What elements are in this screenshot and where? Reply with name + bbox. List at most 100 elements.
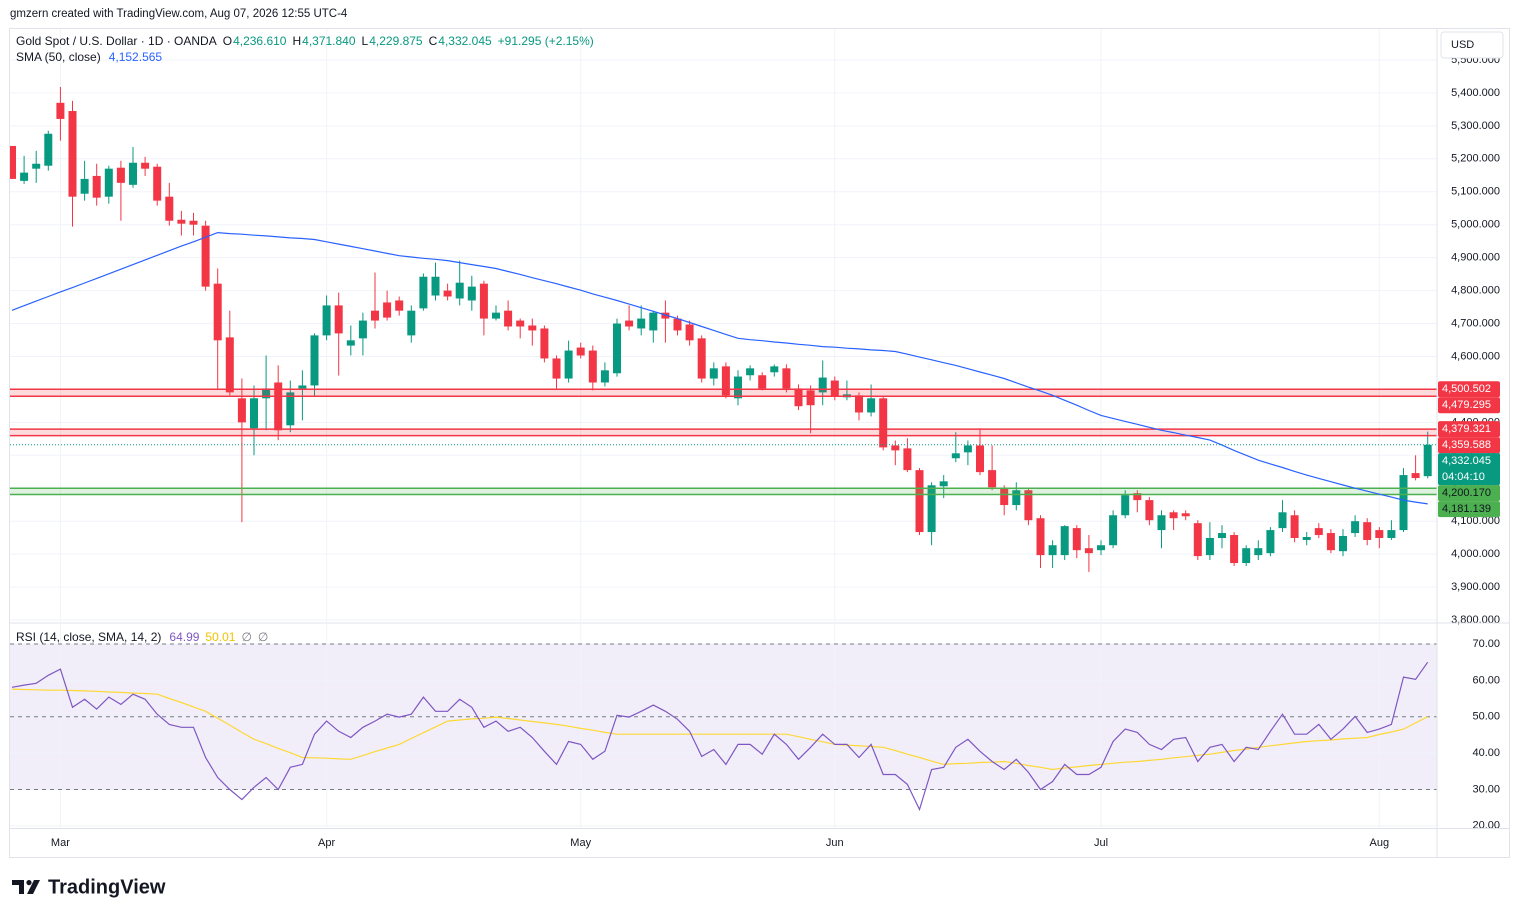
candle-body	[770, 366, 779, 373]
candle-body	[92, 175, 101, 198]
y-tick-label: 50.00	[1472, 711, 1500, 723]
candle-body	[576, 347, 585, 356]
candle-body	[830, 380, 839, 397]
candle-body	[1145, 500, 1154, 521]
candle-body	[1423, 444, 1432, 477]
candle-body	[492, 312, 500, 319]
rsi-pane	[10, 624, 1437, 828]
candle-body	[988, 470, 997, 488]
currency-box	[1440, 31, 1504, 59]
candle-body	[1351, 521, 1360, 534]
candle-body	[734, 376, 742, 399]
candle-body	[298, 385, 307, 389]
candle-body	[1399, 475, 1408, 531]
candle-body	[1157, 515, 1166, 531]
legend-text: ∅	[241, 630, 251, 644]
legend-text: Gold Spot / U.S. Dollar · 1D · OANDA	[16, 34, 217, 48]
zone	[10, 389, 1437, 397]
y-tick-label: 4,600.000	[1451, 350, 1500, 362]
candle-body	[262, 388, 271, 399]
candle-body	[431, 276, 440, 296]
candle-body	[165, 196, 174, 221]
price-label-box	[1438, 453, 1500, 486]
candle-body	[1411, 473, 1420, 479]
y-tick-label: 4,000.000	[1451, 548, 1500, 560]
candle-body	[794, 388, 803, 407]
candle-body	[528, 325, 537, 331]
y-tick-label: 5,300.000	[1451, 120, 1500, 132]
legend-text: RSI (14, close, SMA, 14, 2)	[16, 630, 161, 644]
price-label-box	[1438, 397, 1500, 414]
candle-body	[1314, 528, 1323, 536]
legend-text: C	[429, 34, 438, 48]
candle-body	[443, 290, 452, 297]
legend-text: +91.295 (+2.15%)	[498, 34, 594, 48]
candle-body	[1363, 522, 1372, 540]
candle-body	[1387, 530, 1396, 538]
candle-body	[1048, 545, 1057, 556]
legend-text: 4,236.610	[233, 34, 287, 48]
candle-body	[1242, 548, 1251, 564]
candle-body	[1060, 526, 1069, 556]
candle-body	[129, 162, 137, 185]
candle-body	[274, 382, 283, 431]
candle-body	[746, 368, 755, 376]
candle-body	[1024, 490, 1033, 521]
candle-body	[141, 162, 150, 169]
candle-body	[685, 324, 694, 341]
y-tick-label: 4,800.000	[1451, 284, 1500, 296]
candle-body	[782, 368, 791, 389]
candle-body	[1278, 512, 1287, 529]
candle-body	[1000, 488, 1009, 506]
candle-body	[649, 312, 658, 331]
candle-body	[1193, 523, 1202, 557]
logo-text: TradingView	[48, 876, 166, 898]
candle-body	[1266, 530, 1275, 554]
x-tick-label: Mar	[51, 837, 70, 849]
candle-body	[540, 328, 549, 359]
credit: gmzern created with TradingView.com, Aug…	[10, 8, 348, 20]
candle-body	[250, 398, 258, 429]
candle-body	[600, 370, 609, 383]
candle-body	[334, 305, 343, 334]
candle-body	[322, 305, 331, 336]
candle-body	[564, 350, 573, 379]
rsi-line	[11, 688, 1428, 771]
candle-body	[213, 283, 222, 341]
candle-body	[915, 470, 924, 533]
price-label: 4,479.295	[1442, 399, 1491, 411]
sma-line	[11, 231, 1428, 505]
candle-body	[479, 283, 488, 319]
legend-text: 4,229.875	[369, 34, 423, 48]
candle-body	[1133, 493, 1142, 501]
y-tick-label: 3,900.000	[1451, 581, 1500, 593]
candle-body	[673, 318, 682, 331]
candle-body	[1109, 515, 1118, 546]
candle-body	[1375, 530, 1384, 538]
legend-text: 4,152.565	[109, 50, 163, 64]
candle-body	[976, 445, 984, 473]
y-tick-label: 3,800.000	[1451, 614, 1500, 626]
y-tick-label: 5,000.000	[1451, 219, 1500, 231]
candle-body	[237, 398, 246, 423]
candle-body	[310, 335, 319, 386]
y-tick-label: 5,200.000	[1451, 153, 1500, 165]
candle-body	[758, 375, 767, 389]
candle-body	[855, 395, 863, 413]
candle-body	[1036, 518, 1045, 556]
price-label: 4,332.045	[1442, 455, 1491, 467]
y-tick-label: 40.00	[1472, 747, 1500, 759]
candle-body	[419, 276, 428, 309]
candle-body	[44, 133, 53, 166]
candle-body	[891, 445, 900, 451]
x-tick-label: May	[570, 837, 591, 849]
candle-body	[407, 310, 416, 336]
candle-body	[1218, 533, 1226, 538]
price-label: 4,500.502	[1442, 383, 1491, 395]
legend-text: 50.01	[205, 630, 235, 644]
y-tick-label: 70.00	[1472, 638, 1500, 650]
candle-body	[1339, 536, 1347, 552]
candle-body	[56, 102, 65, 119]
legend-text: ∅	[258, 630, 268, 644]
